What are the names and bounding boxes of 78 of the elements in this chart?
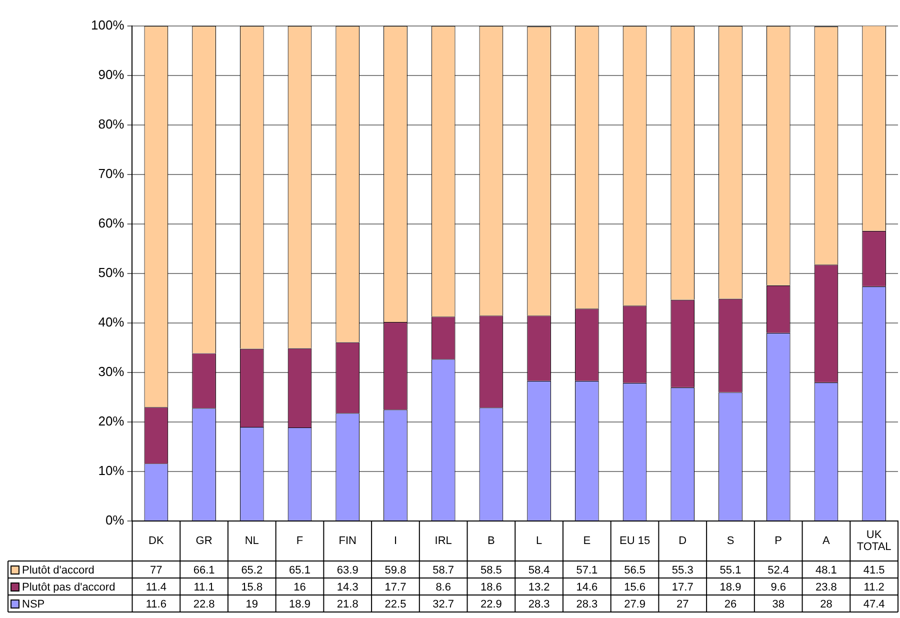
x-tick-label: I (394, 535, 398, 548)
data-label: 22.9 (480, 598, 502, 611)
data-label: 17.7 (672, 582, 694, 594)
data-label: 65.2 (241, 564, 263, 577)
x-tick-label: NL (244, 535, 259, 548)
x-tick-label: D (678, 535, 687, 548)
x-tick-label: EU 15 (619, 535, 650, 548)
data-label: 15.6 (624, 582, 646, 594)
data-label: 28.3 (528, 598, 550, 611)
data-label: 55.1 (720, 564, 742, 577)
y-tick-label: 100% (91, 18, 125, 33)
y-tick-label: 20% (98, 414, 125, 429)
data-label: 52.4 (768, 564, 790, 577)
x-tick-label: S (726, 535, 734, 548)
legend-label: Plutôt pas d'accord (22, 582, 116, 594)
x-tick-label: A (822, 535, 831, 548)
data-label: 55.3 (672, 564, 694, 577)
data-label: 27.9 (624, 598, 646, 611)
data-label: 66.1 (193, 564, 215, 577)
data-label: 41.5 (863, 564, 885, 577)
x-tick-label: UK TOTAL (856, 529, 892, 554)
data-label: 38 (772, 598, 784, 611)
data-label: 27 (676, 598, 689, 611)
y-tick-label: 70% (98, 166, 125, 182)
data-label: 8.6 (436, 582, 451, 594)
data-label: 17.7 (384, 582, 406, 594)
data-label: 48.1 (816, 564, 837, 577)
data-label: 56.5 (624, 564, 646, 577)
y-tick-label: 80% (98, 116, 125, 132)
data-label: 14.6 (576, 582, 598, 594)
data-label: 47.4 (863, 598, 885, 611)
data-label: 63.9 (336, 564, 358, 577)
data-label: 59.8 (384, 564, 406, 577)
x-tick-label: DK (148, 535, 164, 548)
x-tick-label: FIN (338, 535, 357, 548)
data-label: 18.6 (480, 582, 502, 594)
data-label: 57.1 (576, 564, 598, 577)
legend-label: Plutôt d'accord (22, 564, 94, 577)
data-label: 28 (820, 598, 832, 611)
data-label: 11.4 (146, 582, 166, 594)
y-tick-label: 40% (98, 314, 125, 330)
x-tick-label: L (536, 535, 542, 548)
y-tick-label: 30% (98, 364, 125, 380)
data-label: 32.7 (432, 598, 454, 611)
x-tick-label: F (296, 535, 304, 548)
data-label: 26 (724, 598, 737, 611)
data-label: 65.1 (289, 564, 310, 577)
data-label: 9.6 (770, 582, 786, 594)
data-label: 58.7 (432, 564, 454, 577)
data-label: 19 (246, 598, 258, 611)
data-label: 15.8 (241, 582, 263, 594)
data-label: 28.3 (576, 598, 598, 611)
x-tick-label: GR (196, 535, 212, 548)
data-label: 77 (150, 564, 162, 577)
y-tick-label: 0% (105, 512, 125, 528)
data-label: 13.2 (528, 582, 550, 594)
data-label: 14.3 (336, 582, 358, 594)
data-label: 18.9 (289, 598, 310, 611)
x-tick-label: IRL (434, 535, 452, 548)
data-label: 22.5 (384, 598, 406, 611)
x-tick-label: P (774, 535, 782, 548)
data-label: 58.4 (528, 564, 550, 577)
y-tick-label: 60% (98, 216, 125, 231)
data-label: 23.8 (816, 582, 837, 594)
x-tick-label: E (583, 535, 591, 548)
y-tick-label: 10% (98, 463, 125, 478)
data-label: 22.8 (193, 598, 215, 611)
legend-label: NSP (22, 598, 45, 611)
data-label: 11.2 (864, 582, 884, 594)
y-tick-label: 50% (98, 265, 125, 280)
data-label: 21.8 (336, 598, 358, 611)
data-label: 58.5 (480, 564, 502, 577)
data-label: 11.6 (146, 598, 166, 611)
data-label: 11.1 (194, 582, 214, 594)
x-tick-label: B (488, 535, 495, 548)
data-label: 16 (294, 582, 306, 594)
data-label: 18.9 (720, 582, 742, 594)
y-tick-label: 90% (98, 67, 125, 82)
